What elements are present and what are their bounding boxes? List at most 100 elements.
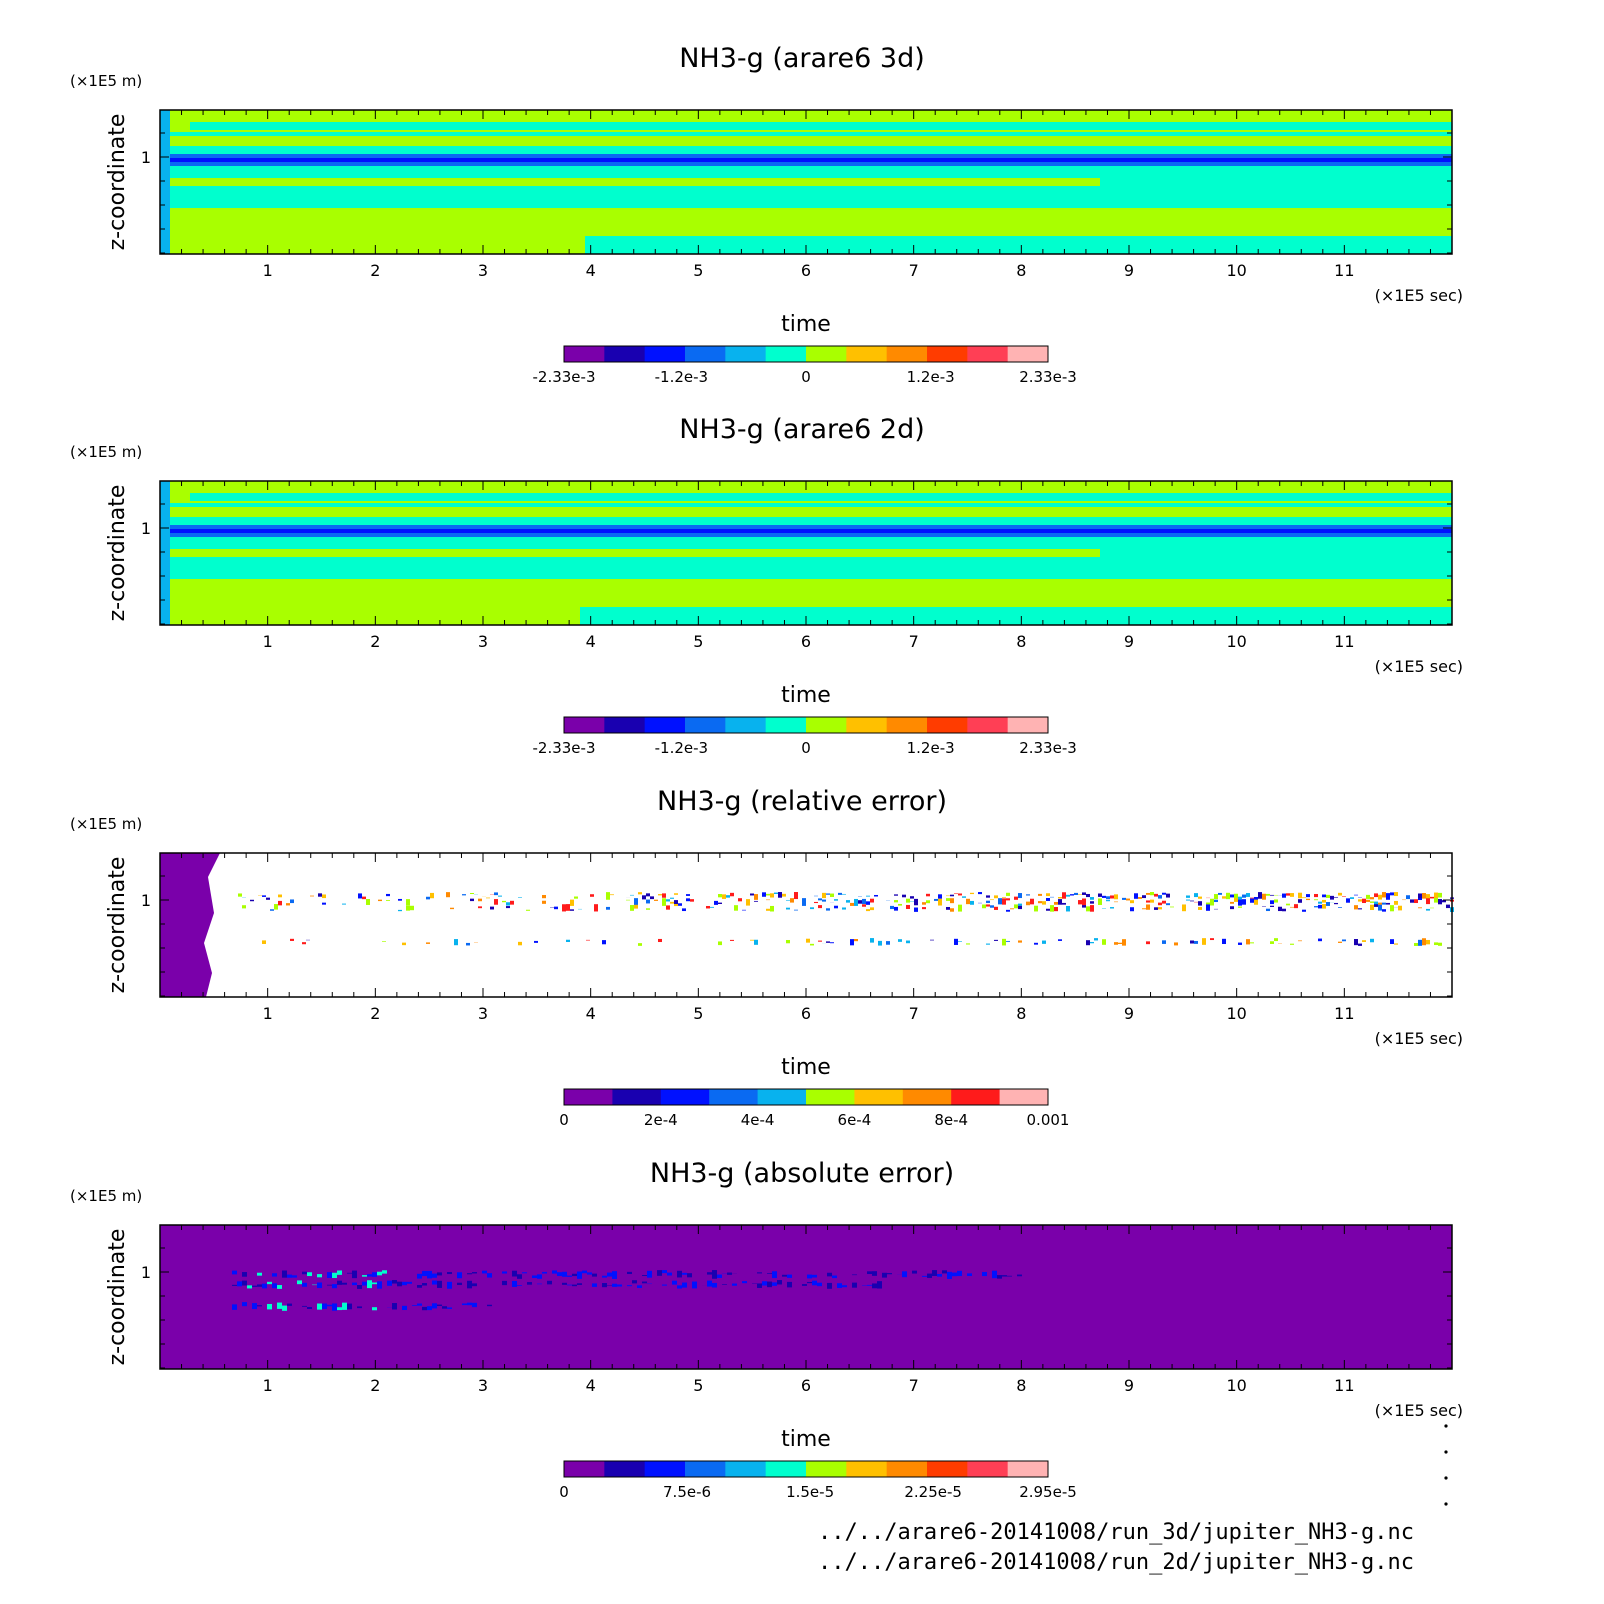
contour-band [1066,906,1070,912]
contour-band [602,1283,607,1288]
contour-band [986,895,990,898]
contour-band [1254,896,1258,900]
colorbar-label: 2.95e-5 [1019,1483,1077,1501]
contour-band [1222,896,1226,899]
contour-band [1234,898,1238,902]
contour-band [1002,938,1006,946]
contour-band [1334,902,1338,905]
contour-band [1442,900,1446,903]
contour-band [842,1285,847,1288]
contour-band [586,939,590,941]
contour-band [1082,905,1086,908]
contour-band [950,898,954,904]
x-axis-label: time [781,1055,831,1080]
contour-band [750,893,754,896]
contour-band [1034,905,1038,912]
contour-band [386,900,390,901]
contour-band [237,1281,242,1287]
contour-band [786,939,790,944]
colorbar-swatch [685,717,726,733]
contour-band [252,1285,257,1287]
contour-band [1010,908,1014,910]
contour-band [1406,895,1410,900]
contour-band [502,900,506,903]
contour-band [437,1304,442,1306]
contour-band [332,1284,337,1289]
contour-band [397,1281,402,1287]
contour-band [1007,1275,1012,1277]
x-tick-label: 10 [1226,1004,1246,1023]
contour-band [912,1270,917,1274]
contour-band [582,1270,587,1274]
y-tick-label: 1 [141,1263,151,1282]
contour-band [712,1270,717,1279]
x-tick-label: 9 [1124,261,1134,280]
colorbar-swatch [644,346,686,362]
contour-band [1438,942,1442,946]
contour-band [970,892,974,895]
contour-band [1434,892,1438,899]
contour-band [1322,899,1326,903]
contour-band [257,1284,262,1287]
contour-band [1250,942,1254,944]
contour-band [922,907,926,910]
contour-band [782,1274,787,1277]
contour-band [866,901,870,905]
contour-band [867,1284,872,1286]
x-tick-label: 4 [586,261,596,280]
contour-band [1394,892,1398,897]
contour-band [850,902,854,906]
contour-band [1166,903,1170,906]
contour-band [590,894,594,897]
contour-band [630,905,634,911]
colorbar-label: 2.25e-5 [904,1483,962,1501]
contour-band [322,894,326,899]
x-tick-label: 5 [693,261,703,280]
contour-band [592,1273,597,1277]
contour-band [994,895,998,899]
x-tick-label: 10 [1226,1376,1246,1395]
contour-band [594,904,598,912]
contour-band [1170,906,1174,908]
contour-band [1102,895,1106,898]
x-tick-label: 2 [370,1004,380,1023]
y-unit-label: (×1E5 m) [70,815,142,833]
contour-band [707,1272,712,1275]
contour-band [882,1272,887,1278]
contour-band [1298,892,1302,899]
colorbar-label: 0 [801,368,811,386]
contour-band [1370,904,1374,911]
colorbar-swatch [725,346,767,362]
contour-band [1078,894,1082,895]
contour-band [1086,906,1090,912]
contour-band [766,899,770,901]
contour-band [1342,939,1346,942]
contour-band [160,136,1452,146]
colorbar-swatch [564,717,605,733]
contour-band [1282,908,1286,912]
colorbar-swatch [846,717,888,733]
colorbar-swatch [951,1089,1001,1105]
contour-band [818,898,822,901]
contour-band [852,1274,857,1276]
contour-band [362,1275,367,1277]
contour-band [950,894,954,897]
contour-band [1006,892,1010,896]
colorbar-label: 0 [559,1483,569,1501]
contour-band [1374,901,1378,905]
contour-band [642,1281,647,1284]
x-unit-label: (×1E5 sec) [1375,1401,1463,1420]
contour-band [410,905,414,911]
contour-band [1038,893,1042,896]
contour-band [567,1284,572,1286]
contour-band [398,898,402,901]
contour-band [402,1305,407,1311]
contour-band [1222,938,1226,945]
contour-band [1154,893,1158,897]
contour-band [332,1303,337,1311]
contour-band [1102,939,1106,945]
contour-band [826,893,830,895]
contour-band [1058,897,1062,899]
contour-band [1426,898,1430,905]
contour-band [970,900,974,905]
